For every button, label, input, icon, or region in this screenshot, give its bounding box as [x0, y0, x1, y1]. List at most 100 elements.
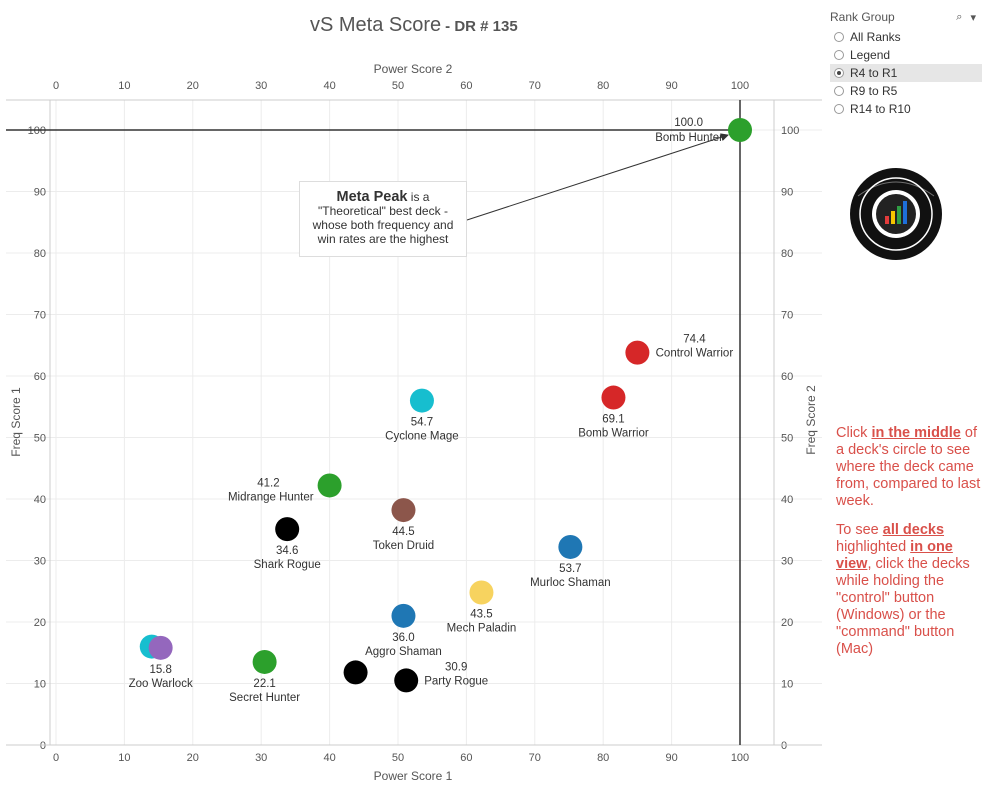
- radio-selected-icon[interactable]: [834, 68, 844, 78]
- annotation-line3: whose both frequency and: [312, 218, 454, 232]
- rank-option-label: R9 to R5: [850, 84, 898, 98]
- rank-option-r14-r10[interactable]: R14 to R10: [830, 100, 982, 118]
- annotation-line1: is a: [410, 190, 430, 204]
- x-tick-label: 0: [53, 752, 59, 764]
- y2-tick-label: 0: [781, 740, 787, 752]
- data-point: [391, 603, 416, 628]
- note-paragraph-2: To see all decks highlighted in one view…: [836, 522, 970, 657]
- chart-subtitle: - DR # 135: [445, 18, 518, 35]
- x2-tick-label: 90: [665, 80, 677, 92]
- y-tick-label: 10: [34, 679, 46, 691]
- search-icon[interactable]: ⌕: [956, 10, 963, 23]
- meta-peak-annotation: Meta Peak is a "Theoretical" best deck -…: [299, 181, 467, 257]
- x2-tick-label: 80: [597, 80, 609, 92]
- x-tick-label: 60: [460, 752, 472, 764]
- data-points: 100.0 Bomb Hunter 74.4 Control Warrior 69.1 B…: [129, 117, 752, 704]
- data-name-label: Party Rogue: [424, 675, 488, 687]
- data-point: [558, 534, 583, 559]
- data-score-label: 30.9: [445, 661, 467, 673]
- x2-tick-label: 60: [460, 80, 472, 92]
- data-score-label: 15.8: [149, 664, 171, 676]
- rank-option-label: Legend: [850, 48, 891, 62]
- y2-tick-label: 30: [781, 556, 793, 568]
- y-tick-label: 90: [34, 187, 46, 199]
- y-tick-label: 30: [34, 556, 46, 568]
- x-axis-label: Power Score 1: [374, 769, 453, 783]
- x2-tick-label: 50: [392, 80, 404, 92]
- y-tick-label: 80: [34, 248, 46, 260]
- rank-option-legend[interactable]: Legend: [830, 46, 982, 64]
- rank-group-title: Rank Group: [830, 10, 895, 24]
- y2-tick-label: 20: [781, 617, 793, 629]
- data-point: [409, 388, 434, 413]
- chevron-down-icon[interactable]: ▾: [970, 11, 976, 24]
- data-point: [394, 668, 419, 693]
- y-tick-label: 0: [40, 740, 46, 752]
- rank-option-r9-r5[interactable]: R9 to R5: [830, 82, 982, 100]
- radio-icon[interactable]: [834, 32, 844, 42]
- rank-group-filter: Rank Group ⌕ ▾ All Ranks Legend R4 to R1…: [830, 8, 982, 118]
- legend-tools: ⌕ ▾: [956, 11, 976, 24]
- data-point: [601, 385, 626, 410]
- annotation-line4: win rates are the highest: [317, 232, 449, 246]
- chart-title-text: vS Meta Score: [310, 14, 442, 36]
- note-paragraph-1: Click in the middle of a deck's circle t…: [836, 425, 981, 509]
- annotation-bold: Meta Peak: [336, 189, 408, 205]
- rank-option-label: All Ranks: [850, 30, 901, 44]
- data-score-label: 53.7: [559, 563, 581, 575]
- y-tick-label: 20: [34, 617, 46, 629]
- x2-tick-label: 0: [53, 80, 59, 92]
- y2-tick-label: 50: [781, 433, 793, 445]
- data-score-label: 41.2: [257, 477, 279, 489]
- data-name-label: Mech Paladin: [447, 622, 517, 634]
- x2-tick-label: 100: [731, 80, 749, 92]
- data-score-label: 74.4: [683, 334, 706, 346]
- y2-tick-label: 80: [781, 248, 793, 260]
- y2-tick-label: 40: [781, 494, 793, 506]
- x-tick-label: 70: [529, 752, 541, 764]
- rank-option-all-ranks[interactable]: All Ranks: [830, 28, 982, 46]
- data-name-label: Shark Rogue: [254, 559, 321, 571]
- meta-peak-arrow: [466, 133, 729, 221]
- x2-tick-label: 70: [529, 80, 541, 92]
- rank-option-label: R4 to R1: [850, 66, 898, 80]
- data-name-label: Token Druid: [373, 540, 434, 552]
- y2-tick-label: 10: [781, 679, 793, 691]
- rank-option-r4-r1[interactable]: R4 to R1: [830, 64, 982, 82]
- x-tick-label: 30: [255, 752, 267, 764]
- data-score-label: 43.5: [470, 608, 492, 620]
- x2-tick-label: 10: [118, 80, 130, 92]
- y2-axis-label: Freq Score 2: [804, 385, 818, 455]
- data-name-label: Cyclone Mage: [385, 431, 459, 443]
- x-tick-label: 20: [187, 752, 199, 764]
- x-tick-label: 100: [731, 752, 749, 764]
- data-name-label: Control Warrior: [656, 348, 734, 360]
- y-axis-label: Freq Score 1: [9, 387, 23, 457]
- radio-icon[interactable]: [834, 86, 844, 96]
- data-point: [625, 340, 650, 365]
- y-tick-label: 50: [34, 433, 46, 445]
- axis-ticks: 0010102020303040405050606070708080909010…: [28, 80, 800, 764]
- y-tick-label: 40: [34, 494, 46, 506]
- y-tick-label: 100: [28, 125, 46, 137]
- data-score-label: 54.7: [411, 417, 433, 429]
- radio-icon[interactable]: [834, 50, 844, 60]
- data-name-label: Bomb Warrior: [578, 428, 649, 440]
- y2-tick-label: 70: [781, 310, 793, 322]
- data-point: [728, 118, 752, 142]
- rank-group-header: Rank Group ⌕ ▾: [830, 8, 982, 26]
- data-score-label: 100.0: [674, 117, 703, 129]
- axes: [6, 99, 822, 746]
- x-tick-label: 80: [597, 752, 609, 764]
- data-reaper-logo: [850, 168, 942, 260]
- radio-icon[interactable]: [834, 104, 844, 114]
- annotation-line2: "Theoretical" best deck -: [318, 204, 448, 218]
- y2-tick-label: 100: [781, 125, 799, 137]
- y-tick-label: 60: [34, 371, 46, 383]
- y-tick-label: 70: [34, 310, 46, 322]
- y2-tick-label: 90: [781, 187, 793, 199]
- x2-tick-label: 30: [255, 80, 267, 92]
- data-point: [317, 473, 342, 498]
- x2-tick-label: 20: [187, 80, 199, 92]
